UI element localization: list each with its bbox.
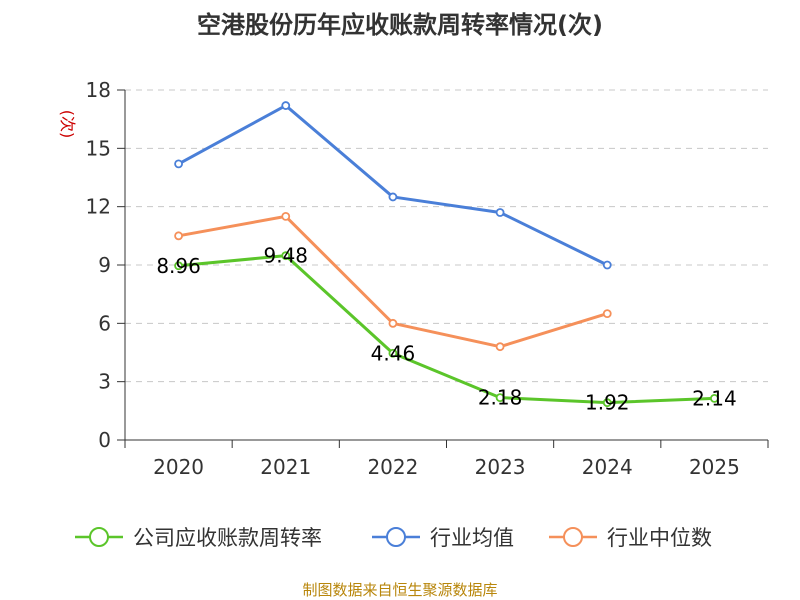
data-point: [281, 251, 291, 261]
legend-marker: [563, 527, 583, 547]
legend: 公司应收账款周转率 行业均值 行业中位数: [75, 526, 712, 550]
series-line-1: [177, 104, 608, 267]
data-label: 2.14: [692, 386, 737, 410]
data-label: 2.18: [478, 386, 523, 410]
data-point: [174, 231, 183, 241]
data-point: [281, 211, 291, 221]
legend-label: 公司应收账款周转率: [133, 526, 322, 550]
x-tick-label: 2020: [153, 455, 204, 479]
y-tick-label: 6: [98, 311, 111, 335]
x-tick-label: 2025: [689, 455, 740, 479]
y-tick-label: 15: [86, 136, 111, 160]
axes: 0 3 6 9 12 15 18 2020 2021 2022 2023 2024 2025: [86, 78, 769, 479]
series-line-0: [178, 254, 715, 405]
data-label: 4.46: [371, 341, 416, 365]
x-tick-label: 2024: [582, 455, 633, 479]
legend-marker: [386, 527, 406, 547]
legend-marker: [89, 527, 109, 547]
data-point: [495, 393, 505, 403]
x-tick-label: 2023: [475, 455, 526, 479]
source-note: 制图数据来自恒生聚源数据库: [302, 581, 497, 599]
data-label: 1.92: [585, 391, 630, 415]
legend-item-0[interactable]: 公司应收账款周转率: [75, 526, 322, 550]
y-tick-label: 12: [86, 195, 111, 219]
data-point: [388, 192, 398, 202]
legend-label: 行业均值: [430, 526, 514, 550]
data-point: [281, 101, 291, 110]
data-point: [388, 318, 398, 328]
legend-label: 行业中位数: [607, 526, 712, 550]
y-tick-label: 9: [98, 253, 111, 277]
grid-lines: [125, 89, 768, 383]
x-tick-label: 2021: [260, 455, 311, 479]
data-label: 9.48: [263, 244, 308, 268]
y-tick-label: 3: [98, 370, 111, 394]
y-tick-label: 18: [86, 78, 111, 102]
data-point: [495, 208, 505, 217]
data-point: [602, 398, 612, 408]
y-axis-label: (次): [58, 110, 77, 139]
data-labels: 8.96 9.48 4.46 2.18 1.92 2.14: [156, 244, 736, 415]
x-tick-label: 2022: [367, 455, 418, 479]
data-point: [710, 393, 719, 403]
data-point: [174, 159, 183, 169]
data-label: 8.96: [156, 254, 201, 278]
legend-item-1[interactable]: 行业均值: [372, 526, 514, 550]
chart-title: 空港股份历年应收账款周转率情况(次): [197, 11, 603, 39]
data-point: [602, 309, 612, 319]
data-point: [602, 260, 612, 270]
legend-item-2[interactable]: 行业中位数: [549, 526, 712, 550]
data-point: [174, 261, 183, 271]
series-group: [174, 101, 719, 408]
y-tick-label: 0: [98, 428, 111, 452]
data-point: [495, 342, 505, 352]
data-point: [388, 348, 398, 358]
